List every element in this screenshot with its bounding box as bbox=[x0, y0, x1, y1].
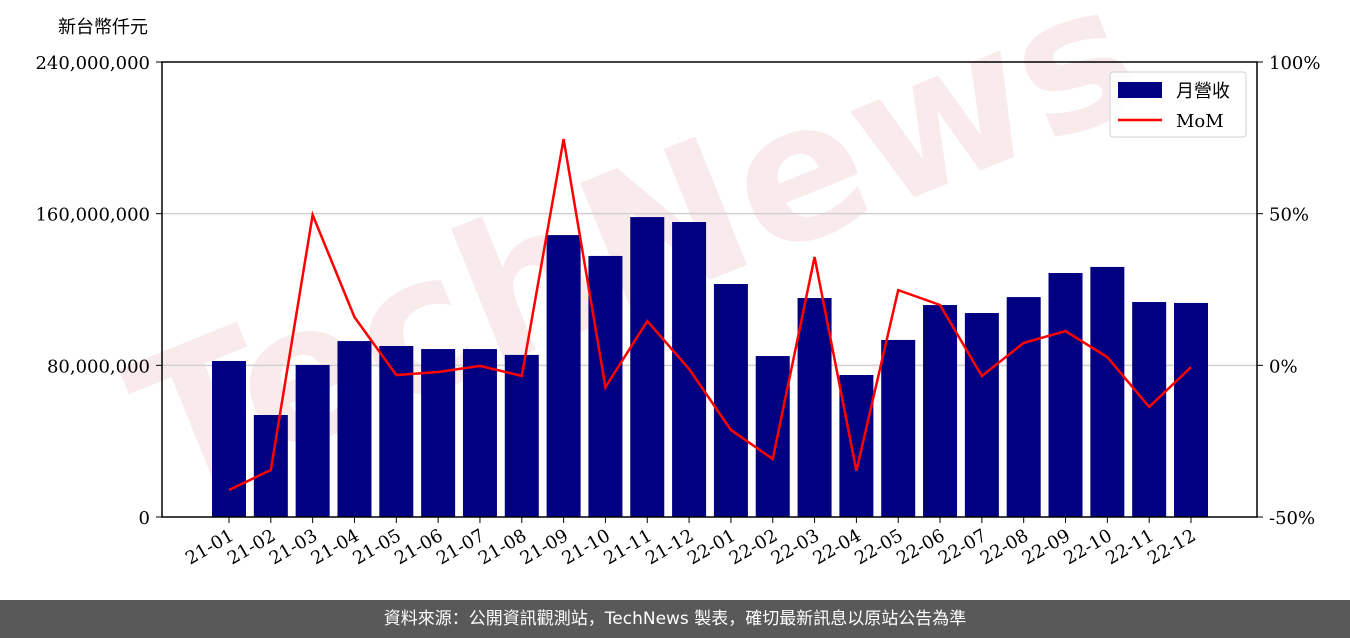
y2-tick-label: 50% bbox=[1269, 205, 1309, 226]
y-tick-label: 240,000,000 bbox=[35, 53, 150, 74]
bar bbox=[1174, 302, 1208, 517]
x-tick-label: 22-12 bbox=[1144, 525, 1199, 569]
bar bbox=[797, 298, 832, 517]
bar bbox=[839, 375, 874, 517]
bar bbox=[1048, 273, 1083, 517]
bar bbox=[923, 305, 958, 517]
bar bbox=[713, 284, 748, 517]
y-tick-label: 160,000,000 bbox=[35, 205, 150, 226]
bar bbox=[504, 354, 539, 517]
y2-tick-label: 0% bbox=[1269, 356, 1298, 377]
bar bbox=[295, 364, 330, 517]
y-axis-unit: 新台幣仟元 bbox=[58, 17, 148, 38]
bar bbox=[964, 313, 999, 517]
bar bbox=[881, 339, 916, 517]
y2-tick-label: -50% bbox=[1269, 508, 1315, 529]
bar bbox=[421, 349, 456, 517]
y-tick-label: 80,000,000 bbox=[47, 356, 150, 377]
plot-frame bbox=[161, 61, 1258, 518]
legend-label: 月營收 bbox=[1176, 81, 1230, 102]
bar bbox=[755, 356, 790, 517]
y-tick-label: 0 bbox=[139, 508, 150, 529]
y2-tick-label: 100% bbox=[1269, 53, 1320, 74]
bar bbox=[1090, 266, 1125, 517]
bar bbox=[337, 341, 372, 517]
bar bbox=[379, 345, 414, 517]
bar bbox=[212, 360, 246, 517]
line bbox=[228, 138, 1192, 492]
footer: 資料來源：公開資訊觀測站，TechNews 製表，確切最新訊息以原站公告為準 bbox=[0, 600, 1350, 638]
legend-swatch bbox=[1118, 82, 1162, 98]
bar bbox=[546, 235, 581, 517]
bar bbox=[1132, 302, 1167, 517]
bar bbox=[462, 349, 497, 517]
legend: 月營收 MoM bbox=[1109, 71, 1247, 138]
legend-label: MoM bbox=[1176, 111, 1224, 132]
bar bbox=[630, 217, 665, 517]
chart: 新台幣仟元 TechNews080,000,000160,000,000240,… bbox=[35, 0, 1320, 569]
bar bbox=[1006, 297, 1041, 517]
